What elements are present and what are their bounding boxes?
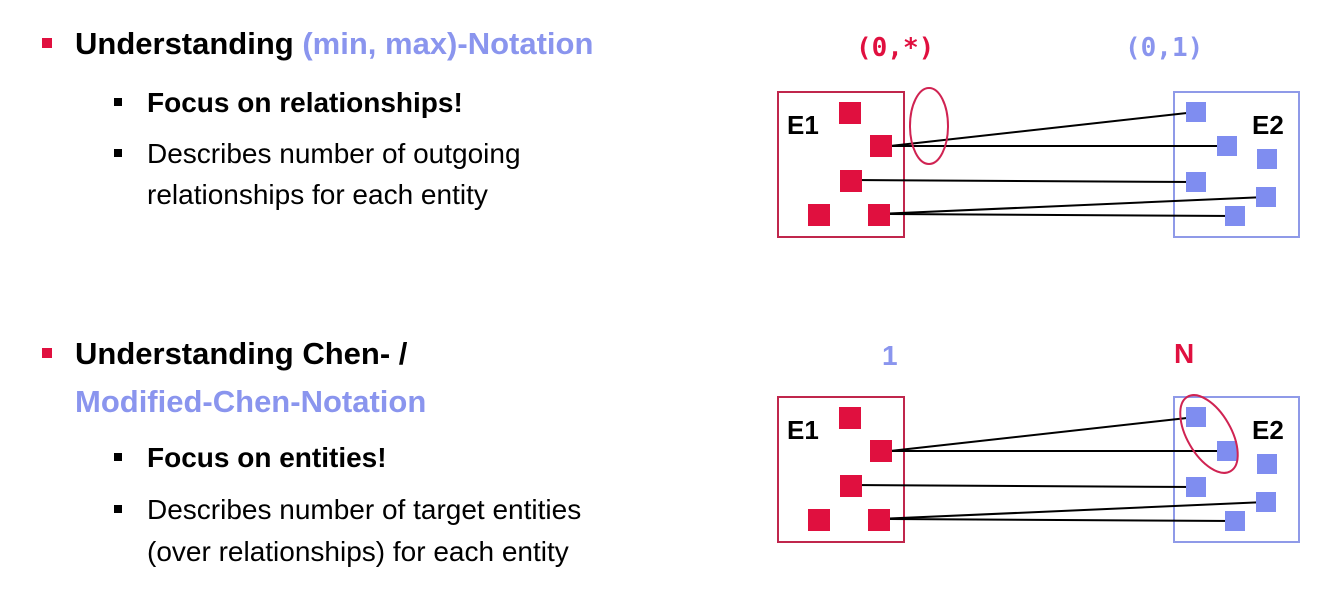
diagram1-e1-instance (840, 170, 862, 192)
diagram1-e1-instance (808, 204, 830, 226)
diagram2-e2-instance (1217, 441, 1237, 461)
section2-item-2-line2: (over relationships) for each entity (147, 536, 569, 567)
section1-item-2-line2: relationships for each entity (147, 179, 488, 210)
diagram1-e2-instance (1186, 172, 1206, 192)
section2-heading-line2: Modified-Chen-Notation (75, 384, 427, 419)
diagram2-label-left: 1 (882, 340, 898, 371)
bullet-marker (42, 348, 52, 358)
diagram2-e1-instance (840, 475, 862, 497)
diagram2-e2-instance (1225, 511, 1245, 531)
diagram2-relationship-line (889, 416, 1197, 452)
section2-heading-line1: Understanding Chen- / (75, 336, 408, 371)
sub-bullet-marker (114, 505, 122, 513)
diagram1-relationship-line (878, 213, 1236, 217)
diagram1-e1-instance (839, 102, 861, 124)
diagram2-e2-instance (1256, 492, 1276, 512)
diagram1-relationship-line (889, 111, 1197, 147)
section1-heading-text: Understanding (75, 26, 303, 61)
diagram2-relationship-line (878, 501, 1267, 520)
diagram1-e2-instance (1217, 136, 1237, 156)
diagram1-entity-e1-box (777, 91, 905, 238)
diagram1-e2-instance (1257, 149, 1277, 169)
diagram2-entity-e2-box (1173, 396, 1300, 543)
diagram2-e2-instance (1186, 407, 1206, 427)
diagram1-entity-e1-label: E1 (787, 110, 819, 140)
section2-item-2-line1: Describes number of target entities (147, 494, 582, 525)
diagram2-e1-instance (868, 509, 890, 531)
diagram2-e2-instance (1186, 477, 1206, 497)
section1-heading-accent: (min, max)-Notation (302, 26, 594, 61)
diagram1-e1-instance (870, 135, 892, 157)
diagram1-label-left: (0,*) (856, 33, 935, 63)
diagram2-relationship-line (878, 518, 1236, 522)
diagram1-relationship-line (878, 196, 1267, 215)
diagram1: E1 E2 (777, 87, 1300, 238)
diagram2-label-right: N (1174, 338, 1195, 369)
section2-item-1-text: Focus on entities! (147, 442, 387, 473)
diagram2-e1-instance (870, 440, 892, 462)
section1-item-1-text: Focus on relationships! (147, 87, 463, 118)
diagram2-entity-e1-box (777, 396, 905, 543)
diagram1-e2-instance (1225, 206, 1245, 226)
section1-item-2-line1: Describes number of outgoing (147, 138, 521, 169)
diagram1-relationship-line (850, 179, 1197, 183)
diagram2-highlight-ellipse (1179, 394, 1239, 474)
diagram1-e2-instance (1186, 102, 1206, 122)
diagram2-e2-instance (1257, 454, 1277, 474)
diagram2-e1-instance (808, 509, 830, 531)
bullet-marker (42, 38, 52, 48)
sub-bullet-marker (114, 98, 122, 106)
diagram2-entity-e2-label: E2 (1252, 415, 1284, 445)
diagram2-entity-e1-label: E1 (787, 415, 819, 445)
diagram2-e1-instance (839, 407, 861, 429)
diagram2-relationship-line (850, 484, 1197, 488)
diagram1-e1-instance (868, 204, 890, 226)
diagram1-e2-instance (1256, 187, 1276, 207)
diagram1-entity-e2-box (1173, 91, 1300, 238)
diagram1-entity-e2-label: E2 (1252, 110, 1284, 140)
sub-bullet-marker (114, 149, 122, 157)
sub-bullet-marker (114, 453, 122, 461)
diagram1-label-right: (0,1) (1125, 33, 1204, 63)
diagram2: E1 E2 (777, 394, 1300, 543)
diagram1-highlight-ellipse (909, 87, 949, 165)
